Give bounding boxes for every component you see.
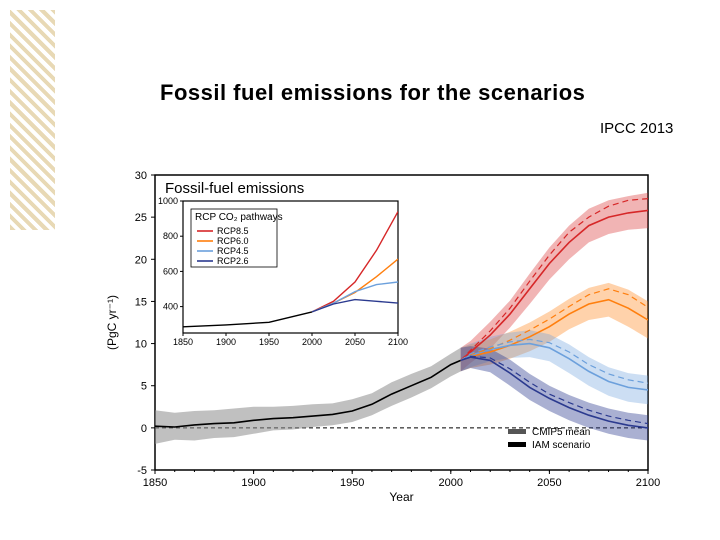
svg-text:10: 10 [135,339,147,351]
svg-text:RCP CO₂ pathways: RCP CO₂ pathways [195,212,283,223]
svg-text:25: 25 [135,212,147,224]
svg-text:2000: 2000 [302,337,322,347]
svg-text:CMIP5 mean: CMIP5 mean [532,427,590,438]
svg-text:RCP8.5: RCP8.5 [217,226,249,236]
source-label: IPCC 2013 [600,120,673,137]
svg-text:-5: -5 [137,465,147,477]
svg-text:RCP2.6: RCP2.6 [217,256,249,266]
svg-text:15: 15 [135,296,147,308]
svg-text:1950: 1950 [340,477,364,489]
svg-text:1000: 1000 [158,196,178,206]
svg-text:2000: 2000 [439,477,463,489]
svg-text:30: 30 [135,170,147,182]
svg-text:600: 600 [163,266,178,276]
slide: Fossil fuel emissions for the scenarios … [0,0,720,540]
chart-svg: -5 0 5 10 15 20 25 30 1850 1900 1950 2000 2050 2100 (P… [100,165,660,505]
main-chart: -5 0 5 10 15 20 25 30 1850 1900 1950 2000 2050 2100 (P… [100,165,660,505]
svg-text:Fossil-fuel emissions: Fossil-fuel emissions [165,180,304,197]
svg-text:2100: 2100 [388,337,408,347]
decorative-left-bar [10,10,55,230]
svg-text:400: 400 [163,302,178,312]
svg-text:1900: 1900 [216,337,236,347]
svg-text:5: 5 [141,381,147,393]
svg-text:1950: 1950 [259,337,279,347]
svg-text:RCP6.0: RCP6.0 [217,236,249,246]
svg-text:2050: 2050 [537,477,561,489]
svg-text:1900: 1900 [241,477,265,489]
svg-text:800: 800 [163,231,178,241]
svg-text:Year: Year [389,490,413,504]
svg-text:20: 20 [135,254,147,266]
svg-text:0: 0 [141,423,147,435]
svg-text:2100: 2100 [636,477,660,489]
svg-text:1850: 1850 [173,337,193,347]
svg-text:RCP4.5: RCP4.5 [217,246,249,256]
svg-text:(PgC yr⁻¹): (PgC yr⁻¹) [105,295,119,350]
svg-text:1850: 1850 [143,477,167,489]
slide-title: Fossil fuel emissions for the scenarios [160,80,585,106]
svg-text:2050: 2050 [345,337,365,347]
svg-text:IAM scenario: IAM scenario [532,440,591,451]
